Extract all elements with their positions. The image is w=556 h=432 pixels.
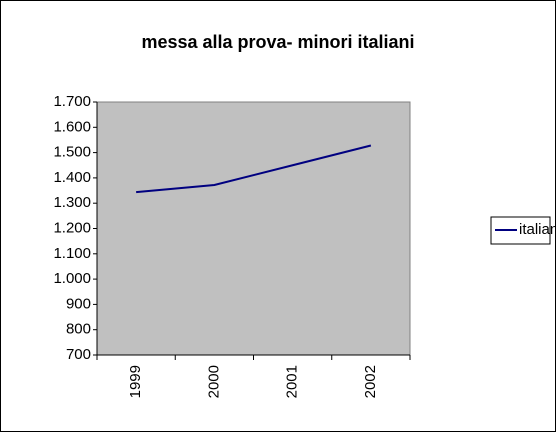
y-tick-label: 1.100 <box>53 245 91 262</box>
y-tick-label: 1.600 <box>53 118 91 135</box>
y-tick-label: 1.200 <box>53 219 91 236</box>
x-tick-label: 2001 <box>284 365 301 398</box>
line-series <box>136 144 372 194</box>
y-tick-label: 1.700 <box>53 93 91 110</box>
legend-label: italiani <box>519 221 556 238</box>
x-tick-label: 2000 <box>205 365 222 398</box>
y-tick-label: 1.400 <box>53 169 91 186</box>
y-tick-label: 800 <box>66 321 91 338</box>
y-tick-label: 1.000 <box>53 270 91 287</box>
y-tick-label: 1.500 <box>53 144 91 161</box>
y-tick-label: 700 <box>66 346 91 363</box>
y-tick-label: 1.300 <box>53 194 91 211</box>
x-tick-label: 2002 <box>362 365 379 398</box>
chart-title: messa alla prova- minori italiani <box>141 32 414 52</box>
y-tick-label: 900 <box>66 295 91 312</box>
x-tick-label: 1999 <box>127 365 144 398</box>
plot-area <box>96 101 411 356</box>
